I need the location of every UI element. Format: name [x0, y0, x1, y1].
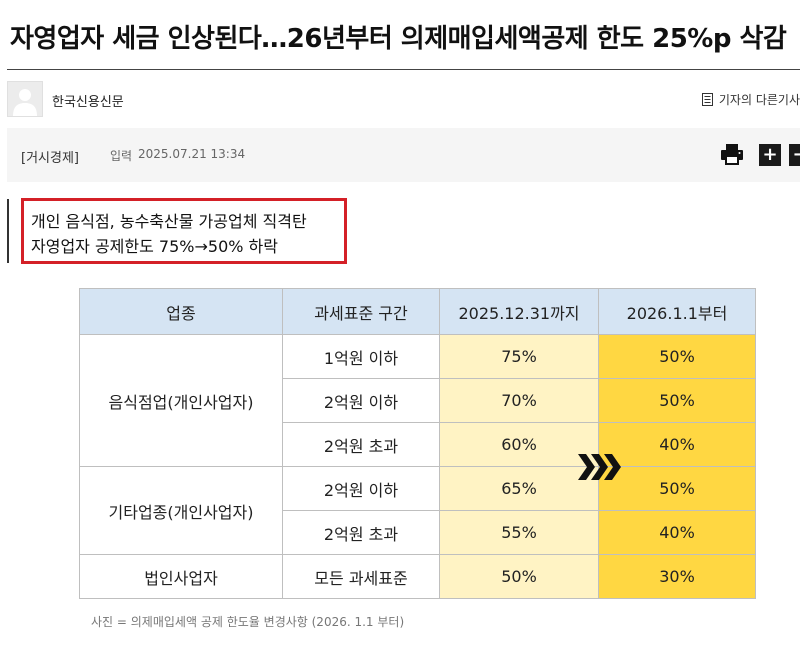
zoom-out-button[interactable]: − [789, 144, 800, 166]
rate-after-cell: 40% [598, 422, 756, 467]
category-cell: 법인사업자 [79, 554, 283, 599]
rate-before-cell: 50% [439, 554, 599, 599]
deduction-limit-table: 업종 과세표준 구간 2025.12.31까지 2026.1.1부터 음식점업(… [79, 288, 756, 599]
table-row: 음식점업(개인사업자) 1억원 이하 75% 50% [79, 334, 756, 467]
image-caption: 사진 = 의제매입세액 공제 한도율 변경사항 (2026. 1.1 부터) [91, 615, 405, 629]
rate-before-cell: 65% [439, 466, 599, 511]
header-tax-bracket: 과세표준 구간 [282, 288, 440, 335]
other-articles-link[interactable]: 기자의 다른기사 [701, 91, 800, 109]
chevron-arrows-icon [578, 452, 622, 482]
table-row: 2억원 초과 55% 40% [80, 510, 756, 555]
bracket-cell: 2억원 이하 [282, 378, 440, 423]
rate-after-cell: 50% [598, 334, 756, 379]
bracket-cell: 2억원 초과 [282, 510, 440, 555]
header-from-2026: 2026.1.1부터 [598, 288, 756, 335]
rate-before-cell: 75% [439, 334, 599, 379]
subtitle-line-1: 개인 음식점, 농수축산물 가공업체 직격탄 [31, 212, 307, 231]
subtitle-highlight-box: 개인 음식점, 농수축산물 가공업체 직격탄 자영업자 공제한도 75%→50%… [21, 198, 347, 264]
title-divider [7, 69, 800, 70]
print-icon[interactable] [720, 142, 744, 166]
category-cell: 음식점업(개인사업자) [79, 334, 283, 467]
article-title: 자영업자 세금 인상된다…26년부터 의제매입세액공제 한도 25%p 삭감 [10, 24, 787, 54]
table-row: 2억원 이하 70% 50% [80, 378, 756, 423]
header-industry: 업종 [79, 288, 283, 335]
header-until-2025: 2025.12.31까지 [439, 288, 599, 335]
zoom-in-button[interactable]: + [759, 144, 781, 166]
rate-before-cell: 70% [439, 378, 599, 423]
date-value: 2025.07.21 13:34 [138, 147, 246, 161]
bracket-cell: 1억원 이하 [282, 334, 440, 379]
rate-before-cell: 60% [439, 422, 599, 467]
avatar-placeholder-icon [8, 82, 42, 116]
table-row: 법인사업자 모든 과세표준 50% 30% [79, 554, 756, 599]
quote-bar [7, 199, 9, 263]
rate-after-cell: 40% [598, 510, 756, 555]
category-cell: 기타업종(개인사업자) [79, 466, 283, 555]
document-icon [701, 93, 713, 109]
bracket-cell: 모든 과세표준 [282, 554, 440, 599]
subtitle-line-2: 자영업자 공제한도 75%→50% 하락 [31, 237, 278, 256]
rate-after-cell: 50% [598, 378, 756, 423]
section-label: [거시경제] [21, 151, 79, 166]
rate-after-cell: 50% [598, 466, 756, 511]
article-meta-bar: [거시경제] 입력 2025.07.21 13:34 + − [7, 128, 800, 182]
table-row: 기타업종(개인사업자) 2억원 이하 65% 50% [79, 466, 756, 555]
bracket-cell: 2억원 초과 [282, 422, 440, 467]
table-row: 2억원 초과 60% 40% [80, 422, 756, 467]
rate-after-cell: 30% [598, 554, 756, 599]
other-articles-label: 기자의 다른기사 [718, 93, 800, 107]
bracket-cell: 2억원 이하 [282, 466, 440, 511]
news-source[interactable]: 한국신용신문 [52, 95, 124, 110]
avatar [7, 81, 43, 117]
date-label: 입력 [110, 149, 133, 163]
rate-before-cell: 55% [439, 510, 599, 555]
